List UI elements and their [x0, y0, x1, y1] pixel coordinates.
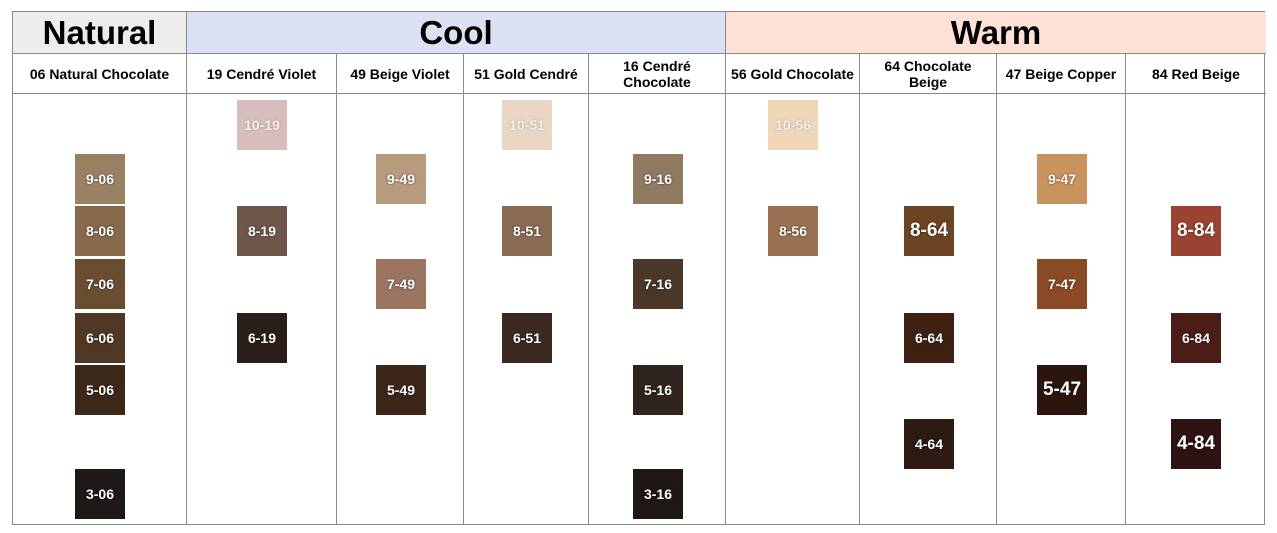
color-swatch: 9-49 — [376, 154, 426, 204]
color-swatch: 5-16 — [633, 365, 683, 415]
color-swatch: 6-19 — [237, 313, 287, 363]
color-swatch: 7-16 — [633, 259, 683, 309]
color-swatch: 8-19 — [237, 206, 287, 256]
group-header-natural: Natural — [13, 12, 187, 54]
shade-column: 49 Beige Violet 9-49 7-49 5-49 — [337, 54, 464, 524]
column-header: 06 Natural Chocolate — [13, 54, 186, 94]
shade-column: 56 Gold Chocolate 10-56 8-56 — [726, 54, 860, 524]
color-swatch: 5-47 — [1037, 365, 1087, 415]
column-header: 49 Beige Violet — [337, 54, 463, 94]
color-swatch: 4-64 — [904, 419, 954, 469]
color-swatch: 7-49 — [376, 259, 426, 309]
color-swatch: 4-84 — [1171, 419, 1221, 469]
shade-column: 84 Red Beige 8-84 6-84 4-84 — [1126, 54, 1266, 524]
shade-column: 06 Natural Chocolate 9-06 8-06 7-06 6-06 5-06… — [13, 54, 187, 524]
shade-column: 19 Cendré Violet 10-19 8-19 6-19 — [187, 54, 337, 524]
color-swatch: 5-49 — [376, 365, 426, 415]
shade-column: 51 Gold Cendré 10-51 8-51 6-51 — [464, 54, 589, 524]
color-swatch: 7-06 — [75, 259, 125, 309]
color-swatch: 10-19 — [237, 100, 287, 150]
color-swatch: 6-64 — [904, 313, 954, 363]
column-header: 84 Red Beige — [1126, 54, 1266, 94]
column-header: 56 Gold Chocolate — [726, 54, 859, 94]
color-swatch: 3-16 — [633, 469, 683, 519]
column-header: 64 Chocolate Beige — [860, 54, 996, 94]
color-swatch: 6-51 — [502, 313, 552, 363]
color-swatch: 6-84 — [1171, 313, 1221, 363]
color-chart: Natural Cool Warm 06 Natural Chocolate 9-… — [12, 11, 1266, 525]
shade-column: 64 Chocolate Beige 8-64 6-64 4-64 — [860, 54, 997, 524]
color-swatch: 8-56 — [768, 206, 818, 256]
color-swatch: 5-06 — [75, 365, 125, 415]
column-header: 51 Gold Cendré — [464, 54, 588, 94]
color-swatch: 3-06 — [75, 469, 125, 519]
color-swatch: 9-16 — [633, 154, 683, 204]
group-header-warm: Warm — [726, 12, 1266, 54]
color-swatch: 6-06 — [75, 313, 125, 363]
color-swatch: 10-51 — [502, 100, 552, 150]
column-header: 19 Cendré Violet — [187, 54, 336, 94]
color-swatch: 7-47 — [1037, 259, 1087, 309]
color-swatch: 9-06 — [75, 154, 125, 204]
color-swatch: 8-64 — [904, 206, 954, 256]
column-header: 47 Beige Copper — [997, 54, 1125, 94]
shade-column: 16 Cendré Chocolate 9-16 7-16 5-16 3-16 — [589, 54, 726, 524]
color-swatch: 8-84 — [1171, 206, 1221, 256]
group-header-cool: Cool — [187, 12, 726, 54]
color-swatch: 10-56 — [768, 100, 818, 150]
column-header: 16 Cendré Chocolate — [589, 54, 725, 94]
shade-column: 47 Beige Copper 9-47 7-47 5-47 — [997, 54, 1126, 524]
color-swatch: 8-51 — [502, 206, 552, 256]
color-swatch: 9-47 — [1037, 154, 1087, 204]
color-swatch: 8-06 — [75, 206, 125, 256]
